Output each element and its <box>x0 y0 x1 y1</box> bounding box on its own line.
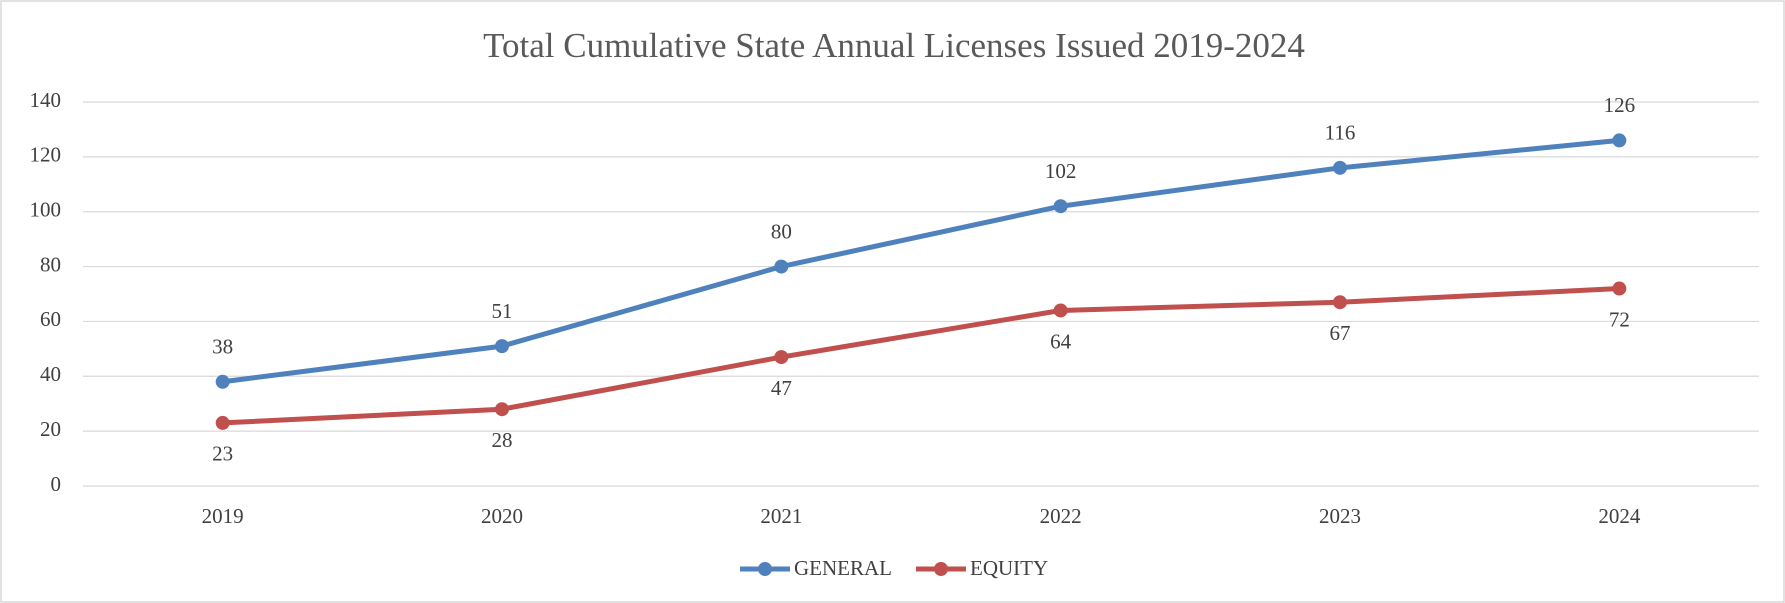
data-label: 80 <box>771 219 792 243</box>
data-label: 47 <box>771 376 792 400</box>
data-point <box>215 374 230 389</box>
data-point <box>1053 303 1068 318</box>
data-point <box>1333 295 1347 310</box>
y-tick-label: 120 <box>30 143 62 167</box>
data-label: 38 <box>212 335 233 359</box>
x-tick-label: 2023 <box>1319 504 1361 528</box>
y-tick-label: 140 <box>30 88 62 112</box>
data-label: 102 <box>1045 159 1077 183</box>
data-label: 64 <box>1050 329 1072 353</box>
data-point <box>1333 160 1347 175</box>
data-point <box>774 259 789 274</box>
data-point <box>495 402 509 417</box>
data-label: 28 <box>492 428 513 452</box>
x-tick-label: 2024 <box>1598 504 1641 528</box>
data-label: 67 <box>1330 321 1351 345</box>
data-label: 116 <box>1325 121 1356 145</box>
legend-label: EQUITY <box>970 556 1048 580</box>
data-point <box>1612 281 1627 296</box>
data-point <box>1053 199 1068 214</box>
y-tick-label: 20 <box>40 417 61 441</box>
series-line <box>220 137 1622 385</box>
data-point <box>215 415 230 430</box>
data-point <box>774 350 789 365</box>
y-tick-label: 100 <box>30 198 62 222</box>
y-tick-label: 0 <box>51 472 62 496</box>
x-tick-label: 2021 <box>760 504 802 528</box>
legend-label: GENERAL <box>794 556 892 580</box>
legend-marker <box>758 562 772 576</box>
data-label: 126 <box>1604 93 1636 117</box>
data-label: 51 <box>492 299 513 323</box>
x-tick-label: 2022 <box>1040 504 1082 528</box>
x-tick-label: 2020 <box>481 504 523 528</box>
data-label: 23 <box>212 442 233 466</box>
x-tick-label: 2019 <box>202 504 244 528</box>
y-tick-label: 80 <box>40 252 61 276</box>
y-tick-label: 40 <box>40 362 61 386</box>
legend-marker <box>934 562 948 576</box>
chart-title: Total Cumulative State Annual Licenses I… <box>483 26 1305 65</box>
data-label: 72 <box>1609 307 1630 331</box>
y-tick-label: 60 <box>40 307 61 331</box>
data-point <box>495 339 509 354</box>
series-line <box>220 286 1622 426</box>
data-point <box>1612 133 1627 148</box>
